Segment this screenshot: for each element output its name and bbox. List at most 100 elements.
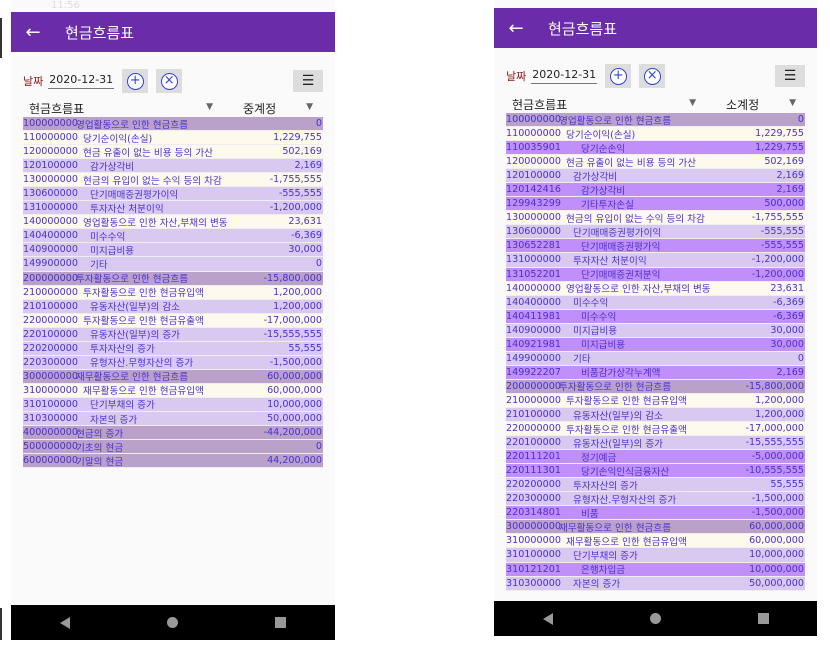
table-row[interactable]: 149900000 기타 0 <box>506 351 805 366</box>
add-button[interactable]: + <box>605 64 632 88</box>
account-code: 310121201 <box>506 563 561 575</box>
table-row[interactable]: 120142416 감가상각비 2,169 <box>506 183 805 198</box>
table-row[interactable]: 220111201 정기예금 -5,000,000 <box>506 450 805 465</box>
amount: 60,000,000 <box>267 384 322 396</box>
table-row[interactable]: 310300000 자본의 증가 50,000,000 <box>506 576 805 591</box>
nav-home-icon[interactable] <box>649 613 661 624</box>
table-row[interactable]: 130600000 단기매매증권평가이익 -555,555 <box>506 225 805 240</box>
table-row[interactable]: 310100000 단기부채의 증가 10,000,000 <box>506 548 805 563</box>
table-row[interactable]: 400000000 현금의 증가 -44,200,000 <box>23 426 323 441</box>
table-row[interactable]: 140921981 미지급비용 30,000 <box>506 337 805 352</box>
account-name: 현금의 유입이 없는 수익 등의 차감 <box>83 175 222 187</box>
amount: -17,000,000 <box>745 423 804 435</box>
account-name: 재무활동으로 인한 현금유입액 <box>566 536 687 548</box>
table-row[interactable]: 220100000 유동자산(일부)의 증가 -15,555,555 <box>506 436 805 451</box>
table-row[interactable]: 220300000 유형자산.무형자산의 증가 -1,500,000 <box>23 355 323 370</box>
table-row[interactable]: 310000000 재무활동으로 인한 현금유입액 60,000,000 <box>23 383 323 398</box>
table-row[interactable]: 100000000 영업활동으로 인한 현금흐름 0 <box>23 117 323 132</box>
date-label: 날짜 <box>23 75 44 88</box>
table-row[interactable]: 140900000 미지급비용 30,000 <box>23 243 323 258</box>
table-row[interactable]: 131000000 투자자산 처분이익 -1,200,000 <box>506 253 805 268</box>
table-row[interactable]: 220314801 비품 -1,500,000 <box>506 506 805 521</box>
table-row[interactable]: 220100000 유동자산(일부)의 증가 -15,555,555 <box>23 327 323 342</box>
back-arrow-icon[interactable]: ← <box>508 17 524 39</box>
table-row[interactable]: 200000000 투자활동으로 인한 현금흐름 -15,800,000 <box>506 379 805 394</box>
table-row[interactable]: 140000000 영업활동으로 인한 자산,부채의 변동 23,631 <box>506 281 805 296</box>
table-row[interactable]: 110035901 당기순손익 1,229,755 <box>506 141 805 156</box>
table-row[interactable]: 220000000 투자활동으로 인한 현금유출액 -17,000,000 <box>506 422 805 437</box>
table-row[interactable]: 140900000 미지급비용 30,000 <box>506 323 805 338</box>
amount: -10,555,555 <box>745 465 804 477</box>
table-row[interactable]: 149900000 기타 0 <box>23 257 323 272</box>
nav-back-icon[interactable] <box>59 616 70 629</box>
account-code: 500000000 <box>23 441 78 453</box>
table-row[interactable]: 130600000 단기매매증권평가이익 -555,555 <box>23 187 323 202</box>
table-row[interactable]: 140411981 미수수익 -6,369 <box>506 309 805 324</box>
back-arrow-icon[interactable]: ← <box>25 21 41 43</box>
nav-recents-icon[interactable] <box>757 613 769 624</box>
date-input[interactable]: 2020-12-31 <box>48 73 115 89</box>
account-level-dropdown[interactable]: 중계정 ▼ <box>223 100 313 116</box>
account-code: 110000000 <box>506 128 561 140</box>
nav-recents-icon[interactable] <box>275 617 287 628</box>
table-row[interactable]: 310000000 재무활동으로 인한 현금유입액 60,000,000 <box>506 534 805 549</box>
list-menu-button[interactable]: ☰ <box>775 65 805 87</box>
date-input[interactable]: 2020-12-31 <box>531 68 598 84</box>
statement-dropdown[interactable]: 현금흐름표 ▼ <box>23 100 223 116</box>
table-row[interactable]: 220000000 투자활동으로 인한 현금유출액 -17,000,000 <box>23 313 323 328</box>
nav-home-icon[interactable] <box>166 617 178 628</box>
table-row[interactable]: 110000000 당기순이익(손실) 1,229,755 <box>23 131 323 146</box>
table-row[interactable]: 130000000 현금의 유입이 없는 수익 등의 차감 -1,755,555 <box>506 211 805 226</box>
statement-dropdown[interactable]: 현금흐름표 ▼ <box>506 96 706 112</box>
table-row[interactable]: 130000000 현금의 유입이 없는 수익 등의 차감 -1,755,555 <box>23 173 323 188</box>
account-level-dropdown[interactable]: 소계정 ▼ <box>706 96 796 112</box>
table-row[interactable]: 500000000 기초의 현금 0 <box>23 440 323 455</box>
account-code: 131052201 <box>506 268 561 280</box>
add-button[interactable]: + <box>122 69 149 93</box>
statement-dropdown-label: 현금흐름표 <box>29 102 85 116</box>
table-row[interactable]: 200000000 투자활동으로 인한 현금흐름 -15,800,000 <box>23 271 323 286</box>
table-row[interactable]: 220200000 투자자산의 증가 55,555 <box>23 341 323 356</box>
table-row[interactable]: 110000000 당기순이익(손실) 1,229,755 <box>506 127 805 142</box>
table-row[interactable]: 149922207 비품감가상각누계액 2,169 <box>506 365 805 380</box>
table-row[interactable]: 120000000 현금 유출이 없는 비용 등의 가산 502,169 <box>23 145 323 160</box>
table-row[interactable]: 140400000 미수수익 -6,369 <box>23 229 323 244</box>
account-name: 재무활동으로 인한 현금흐름 <box>559 522 672 534</box>
table-row[interactable]: 220200000 투자자산의 증가 55,555 <box>506 478 805 493</box>
nav-back-icon[interactable] <box>542 612 553 625</box>
table-row[interactable]: 300000000 재무활동으로 인한 현금흐름 60,000,000 <box>506 520 805 535</box>
table-row[interactable]: 140000000 영업활동으로 인한 자산,부채의 변동 23,631 <box>23 215 323 230</box>
clear-button[interactable]: × <box>639 64 666 88</box>
table-row[interactable]: 210000000 투자활동으로 인한 현금유입액 1,200,000 <box>23 285 323 300</box>
amount: 30,000 <box>770 338 804 350</box>
table-row[interactable]: 131000000 투자자산 처분이익 -1,200,000 <box>23 201 323 216</box>
table-row[interactable]: 100000000 영업활동으로 인한 현금흐름 0 <box>506 113 805 128</box>
account-code: 130000000 <box>23 174 78 186</box>
account-name: 기타 <box>573 354 591 366</box>
table-row[interactable]: 300000000 재무활동으로 인한 현금흐름 60,000,000 <box>23 369 323 384</box>
table-row[interactable]: 120000000 현금 유출이 없는 비용 등의 가산 502,169 <box>506 155 805 170</box>
list-menu-button[interactable]: ☰ <box>293 70 323 92</box>
account-code: 110000000 <box>23 132 78 144</box>
table-row[interactable]: 210100000 유동자산(일부)의 감소 1,200,000 <box>506 407 805 423</box>
amount: 1,200,000 <box>755 409 804 420</box>
table-row[interactable]: 120100000 감가상각비 2,169 <box>506 169 805 184</box>
table-row[interactable]: 140400000 미수수익 -6,369 <box>506 295 805 310</box>
table-row[interactable]: 210100000 유동자산(일부)의 감소 1,200,000 <box>23 299 323 314</box>
table-row[interactable]: 310100000 단기부채의 증가 10,000,000 <box>23 397 323 412</box>
account-name: 단기부채의 증가 <box>573 550 638 562</box>
table-row[interactable]: 210000000 투자활동으로 인한 현금유입액 1,200,000 <box>506 393 805 408</box>
table-row[interactable]: 131052201 단기매매증권처분익 -1,200,000 <box>506 267 805 282</box>
clear-button[interactable]: × <box>156 69 183 93</box>
account-code: 100000000 <box>506 114 561 126</box>
table-row[interactable]: 130652281 단기매매증권평가익 -555,555 <box>506 239 805 254</box>
table-row[interactable]: 120100000 감가상각비 2,169 <box>23 159 323 174</box>
table-row[interactable]: 310300000 자본의 증가 50,000,000 <box>23 411 323 427</box>
table-row[interactable]: 220300000 유형자산.무형자산의 증가 -1,500,000 <box>506 492 805 507</box>
account-code: 220111201 <box>506 451 561 463</box>
account-code: 220300000 <box>506 493 561 505</box>
table-row[interactable]: 129943299 기타투자손실 500,000 <box>506 197 805 212</box>
table-row[interactable]: 600000000 기말의 현금 44,200,000 <box>23 454 323 469</box>
table-row[interactable]: 310121201 은행차입금 10,000,000 <box>506 562 805 577</box>
table-row[interactable]: 220111301 당기손익인식금융자산 -10,555,555 <box>506 464 805 479</box>
